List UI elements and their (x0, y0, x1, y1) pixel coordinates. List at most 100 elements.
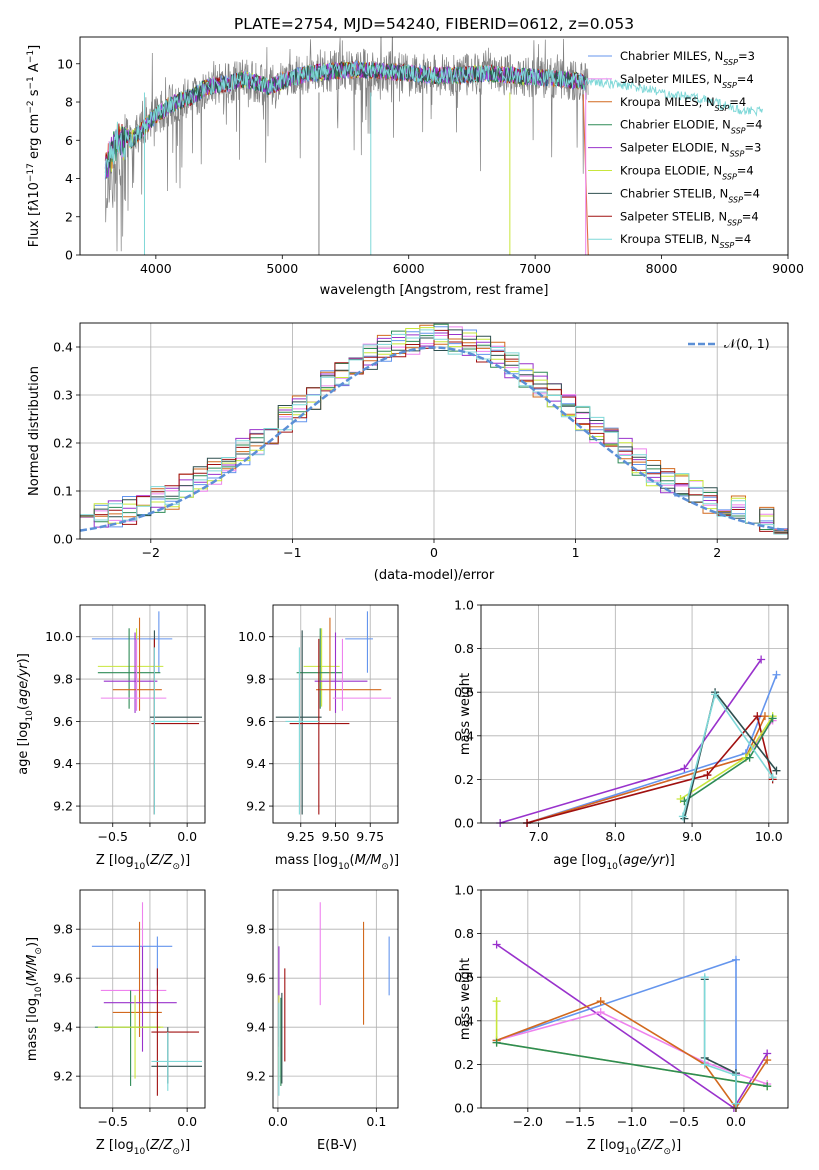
figure-title: PLATE=2754, MJD=54240, FIBERID=0612, z=0… (234, 15, 634, 33)
weight-line-salpeter-elodie (499, 659, 762, 824)
y-tick-label: 9.6 (53, 714, 73, 729)
model-spectrum-kroupa-stelib (104, 61, 586, 177)
y-tick-label: 0.8 (454, 926, 474, 941)
y-tick-label: 9.6 (53, 971, 73, 986)
legend-label: Chabrier ELODIE, NSSP=4 (620, 118, 762, 136)
y-tick-label: 0.4 (454, 1013, 474, 1028)
weight-marker (757, 655, 766, 664)
age-vs-z-panel-frame (79, 604, 206, 824)
mass-vs-z-panel-frame (79, 889, 206, 1109)
massweight-vs-z-panel: −2.0 −1.5 −1.0 −0.5 0.0 0.0 0.2 0.4 0.6 0.8 1.0 (454, 883, 789, 1129)
y-tick-label: 0.2 (454, 1057, 474, 1072)
y-tick-label: 9.8 (53, 672, 73, 687)
weight-marker (768, 714, 777, 723)
x-tick-label: −0.5 (98, 1114, 128, 1129)
mass-vs-z-panel: −0.5 0.0 9.2 9.4 9.6 9.8 (53, 889, 206, 1129)
massweight-vs-z-panel-frame (480, 889, 789, 1109)
weight-marker (680, 764, 689, 773)
y-tick-label: 10.0 (238, 629, 266, 644)
legend-label: Kroupa MILES, NSSP=4 (620, 95, 746, 113)
y-tick-label: 1.0 (454, 598, 474, 613)
weight-marker (731, 955, 740, 964)
mw-age-xlabel: age [log10(age/yr)] (553, 853, 675, 872)
y-tick-label: 0.0 (454, 816, 474, 831)
x-tick-label: 4000 (140, 261, 172, 276)
y-tick-label: 0.6 (454, 685, 474, 700)
weight-line-chabrier-miles (496, 958, 737, 1108)
age-mass-xlabel: mass [log10(M/M⊙)] (275, 853, 399, 872)
mass-ebv-xlabel: E(B-V) (317, 1138, 357, 1153)
weight-marker (763, 1082, 772, 1091)
weight-marker (753, 712, 762, 721)
weight-line-salpeter-stelib (526, 714, 774, 824)
y-tick-label: 9.8 (53, 922, 73, 937)
mw-z-xlabel: Z [log10(Z/Z⊙)] (587, 1138, 681, 1157)
legend-label: Chabrier MILES, NSSP=3 (620, 49, 755, 67)
y-tick-label: 9.2 (53, 1069, 73, 1084)
weight-marker (763, 1056, 772, 1065)
x-tick-label: 9.50 (322, 829, 350, 844)
mass-vs-ebv-panel: 0.0 0.1 9.2 9.4 9.6 9.8 (246, 889, 399, 1129)
spectrum-ylabel: Flux [fλ10−17 erg cm−2 s−1 A−1] (26, 45, 42, 247)
x-tick-label: 9.75 (356, 829, 384, 844)
y-tick-label: 0.8 (454, 641, 474, 656)
y-tick-label: 9.8 (246, 672, 266, 687)
spectrum-legend: Chabrier MILES, NSSP=3 Salpeter MILES, NS… (588, 49, 762, 250)
x-tick-label: 0.0 (268, 1114, 288, 1129)
weight-marker (492, 940, 501, 949)
mass-vs-ebv-panel-frame (272, 889, 399, 1109)
x-tick-label: 9.25 (287, 829, 315, 844)
weight-marker (700, 1060, 709, 1069)
weight-marker (745, 753, 754, 762)
y-tick-label: 9.2 (246, 1069, 266, 1084)
y-tick-label: 0.2 (454, 772, 474, 787)
y-tick-label: 0.3 (53, 388, 73, 403)
x-tick-label: 0.0 (177, 1114, 197, 1129)
weight-marker (700, 973, 709, 982)
x-tick-label: −2.0 (513, 1114, 543, 1129)
weight-marker (772, 670, 781, 679)
legend-label: Kroupa STELIB, NSSP=4 (620, 232, 751, 250)
x-tick-label: 1 (572, 545, 580, 560)
histogram-xlabel: (data-model)/error (374, 568, 495, 583)
y-tick-label: 9.4 (53, 1020, 73, 1035)
x-tick-label: 0 (430, 545, 438, 560)
weight-marker (731, 1099, 740, 1108)
x-tick-label: 7000 (519, 261, 551, 276)
y-tick-label: 8 (65, 95, 73, 110)
model-spectrum-chabrier-stelib (104, 61, 586, 173)
weight-marker (703, 771, 712, 780)
x-tick-label: −1.0 (617, 1114, 647, 1129)
weight-marker (596, 1008, 605, 1017)
histogram-legend: 𝒩(0, 1) (688, 336, 770, 351)
y-tick-label: 10 (57, 56, 73, 71)
y-tick-label: 0.0 (454, 1101, 474, 1116)
legend-label: Salpeter STELIB, NSSP=4 (620, 209, 759, 227)
x-tick-label: 6000 (393, 261, 425, 276)
legend-label: Kroupa ELODIE, NSSP=4 (620, 164, 754, 182)
mw-z-ylabel: mass weight (458, 958, 473, 1040)
weight-line-chabrier-elodie (496, 1041, 768, 1087)
weight-marker (596, 997, 605, 1006)
y-tick-label: 0.6 (454, 970, 474, 985)
weight-marker (711, 690, 720, 699)
mass-z-xlabel: Z [log10(Z/Z⊙)] (96, 1138, 190, 1157)
massweight-vs-age-panel-frame (480, 604, 789, 824)
normal-curve (79, 346, 789, 532)
y-tick-label: 6 (65, 133, 73, 148)
age-vs-mass-panel: 9.25 9.50 9.75 9.2 9.4 9.6 9.8 10.0 (238, 604, 399, 844)
y-tick-label: 9.8 (246, 922, 266, 937)
weight-marker (768, 773, 777, 782)
y-tick-label: 4 (65, 171, 73, 186)
weight-marker (731, 1071, 740, 1080)
weight-line-kroupa-stelib (682, 692, 774, 817)
y-tick-label: 0.4 (454, 728, 474, 743)
x-tick-label: −0.5 (98, 829, 128, 844)
weight-line-kroupa-miles (526, 715, 766, 824)
y-tick-label: 10.0 (45, 629, 73, 644)
y-tick-label: 9.4 (246, 756, 266, 771)
x-tick-label: 8000 (646, 261, 678, 276)
y-tick-label: 9.2 (246, 799, 266, 814)
weight-marker (760, 712, 769, 721)
y-tick-label: 9.4 (246, 1020, 266, 1035)
